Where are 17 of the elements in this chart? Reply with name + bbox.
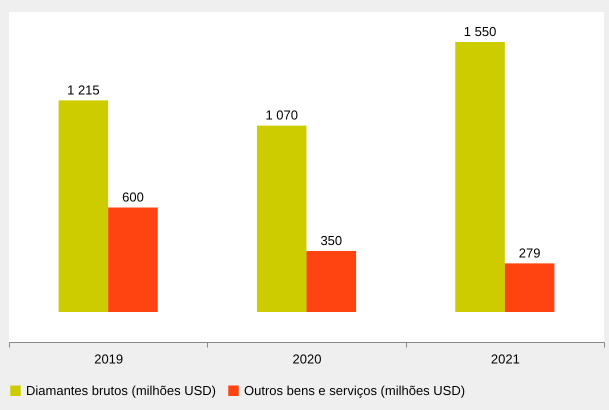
- x-tick-label: 2020: [292, 352, 322, 366]
- legend-label: Outros bens e serviços (milhões USD): [244, 382, 466, 398]
- data-label: 279: [518, 245, 540, 260]
- bar: [58, 100, 108, 312]
- x-tick-label: 2021: [490, 352, 520, 366]
- bar: [504, 263, 554, 312]
- bar: [306, 251, 356, 312]
- data-label: 600: [122, 189, 144, 204]
- data-label: 1 070: [265, 108, 298, 123]
- data-label: 1 215: [67, 82, 100, 98]
- data-label: 350: [320, 233, 342, 248]
- data-label: 1 550: [464, 24, 496, 39]
- bar: [108, 207, 158, 312]
- x-tick-label: 2019: [94, 352, 124, 366]
- bar: [455, 42, 505, 312]
- bar: [256, 126, 306, 312]
- legend-label: Diamantes brutos (milhões USD): [26, 382, 216, 398]
